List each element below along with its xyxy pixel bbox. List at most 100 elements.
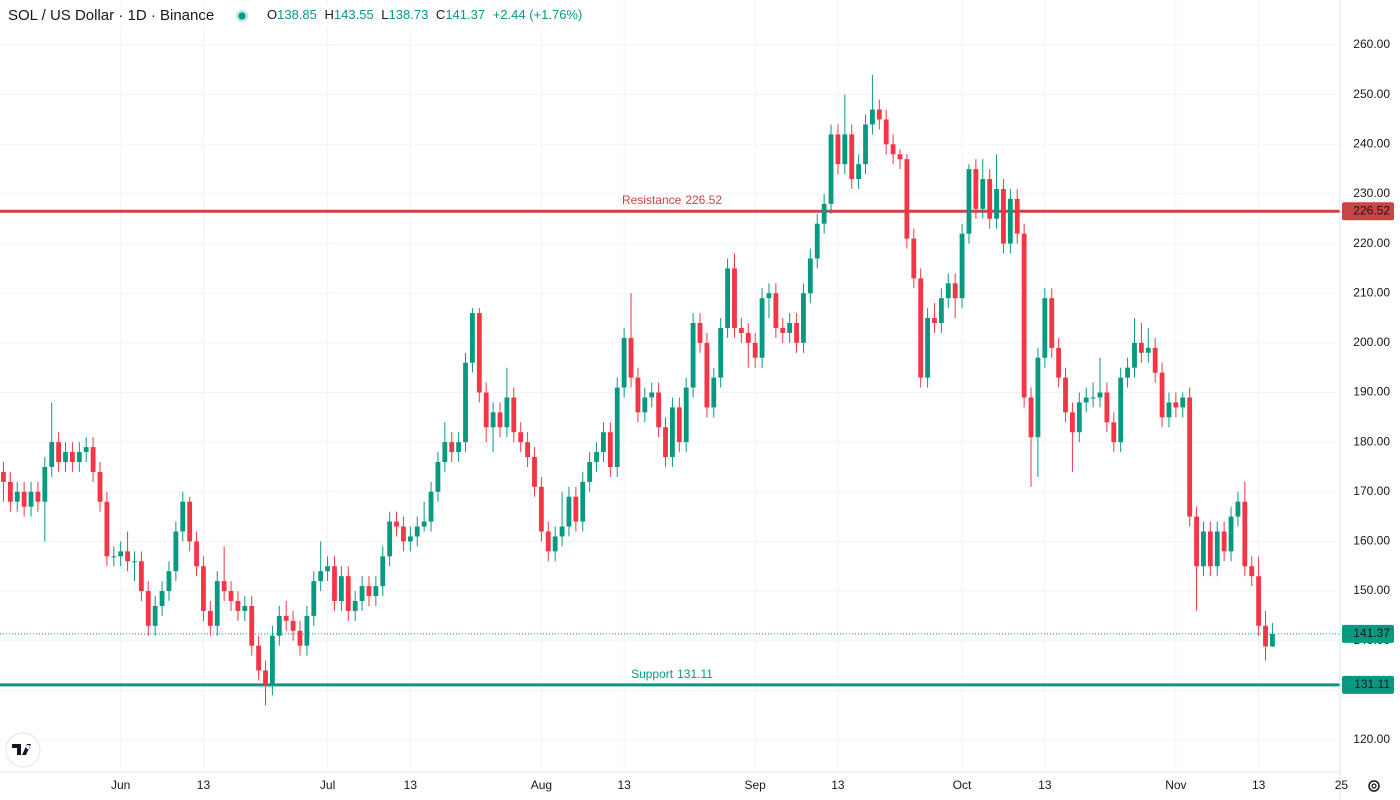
y-tick-label: 230.00 <box>1353 186 1390 200</box>
x-tick-label: Oct <box>953 778 972 792</box>
candle-body <box>1207 531 1213 567</box>
candle-body <box>559 526 565 537</box>
level-value: 226.52 <box>685 193 722 207</box>
candle-body <box>690 323 696 388</box>
candle-body <box>1242 501 1248 567</box>
x-tick-label: 13 <box>831 778 845 792</box>
y-tick-label: 240.00 <box>1353 136 1390 150</box>
candle-body <box>332 566 337 601</box>
candle-body <box>545 531 551 552</box>
candle-body <box>732 268 737 328</box>
candle-body <box>159 591 165 606</box>
candle-body <box>552 536 558 552</box>
candle-body <box>442 442 448 462</box>
candle-body <box>773 293 779 328</box>
candle-body <box>711 377 717 408</box>
candle-body <box>938 298 944 324</box>
candle-body <box>980 179 986 209</box>
candle-body <box>766 293 772 299</box>
candle-body <box>311 581 317 616</box>
candle-body <box>194 541 199 567</box>
candle-body <box>1159 372 1165 418</box>
candle-body <box>704 342 710 408</box>
candle-body <box>21 491 27 507</box>
candle-body <box>380 556 386 587</box>
x-tick-label: Jun <box>111 778 130 792</box>
candle-body <box>904 159 910 239</box>
candle-body <box>373 586 379 597</box>
candle-body <box>649 392 655 398</box>
candle-body <box>214 581 220 626</box>
candle-body <box>801 293 806 343</box>
candle-body <box>1063 377 1068 413</box>
settings-icon[interactable] <box>1368 780 1380 792</box>
candle-body <box>1118 377 1124 443</box>
candle-body <box>1187 397 1193 517</box>
level-tag <box>1342 202 1394 221</box>
candle-body <box>283 615 289 621</box>
candle-body <box>580 481 586 522</box>
candle-body <box>1180 397 1186 408</box>
candle-body <box>538 486 544 532</box>
candle-body <box>883 119 889 145</box>
candle-body <box>635 377 641 413</box>
ohlc-value: 138.85 <box>277 7 317 22</box>
ohlc-key: C <box>436 7 445 22</box>
candle-body <box>111 556 117 558</box>
level-name: Support <box>631 667 674 681</box>
candle-body <box>876 109 882 120</box>
candle-body <box>242 605 248 611</box>
y-tick-label: 200.00 <box>1353 335 1390 349</box>
candle-body <box>180 501 186 532</box>
candle-body <box>511 397 517 433</box>
levels: Resistance 226.52 Support 131.11 <box>0 193 1340 687</box>
candle-body <box>1014 198 1020 234</box>
candle-body <box>476 313 482 393</box>
candle-body <box>614 387 620 467</box>
candle-body <box>387 521 393 557</box>
candle-body <box>249 605 255 646</box>
candle-body <box>994 188 999 219</box>
candle-body <box>304 615 310 646</box>
candle-body <box>518 432 524 443</box>
candle-body <box>290 620 296 631</box>
candle-body <box>345 576 351 611</box>
candle-body <box>138 561 144 592</box>
candle-body <box>607 432 613 467</box>
candle-body <box>752 342 758 358</box>
ohlc-legend: O138.85 H143.55 L138.73 C141.37 +2.44 (+… <box>267 7 582 22</box>
candle-body <box>449 442 455 453</box>
tv-logo <box>5 732 41 768</box>
change: +2.44 (+1.76%) <box>493 7 583 22</box>
candle-body <box>973 169 979 209</box>
candle-body <box>56 442 62 462</box>
candle-body <box>63 452 68 462</box>
candle-body <box>890 144 896 155</box>
x-tick-label: 25 <box>1335 778 1349 792</box>
candle-body <box>7 481 13 502</box>
level-tag <box>1342 675 1394 694</box>
candle-body <box>125 551 130 562</box>
ohlc-value: 138.73 <box>389 7 429 22</box>
candle-body <box>407 536 413 542</box>
candle-body <box>470 313 475 363</box>
candle-body <box>235 600 241 611</box>
candle-body <box>780 327 786 333</box>
candle-body <box>118 551 124 557</box>
candle-body <box>642 397 648 413</box>
candle-body <box>76 452 82 462</box>
symbol-title: SOL / US Dollar · 1D · Binance <box>8 7 214 24</box>
candle-body <box>42 466 48 502</box>
candle-body <box>863 124 868 165</box>
candle-body <box>628 337 634 378</box>
candle-body <box>207 610 213 626</box>
candle-body <box>318 571 324 582</box>
candle-body <box>456 442 462 453</box>
candle-body <box>297 630 303 646</box>
candle-body <box>911 238 917 279</box>
candle-body <box>1228 516 1234 552</box>
candle-body <box>1125 367 1130 378</box>
candle-body <box>1256 576 1262 626</box>
candle-body <box>359 586 365 601</box>
candle-body <box>966 169 972 234</box>
